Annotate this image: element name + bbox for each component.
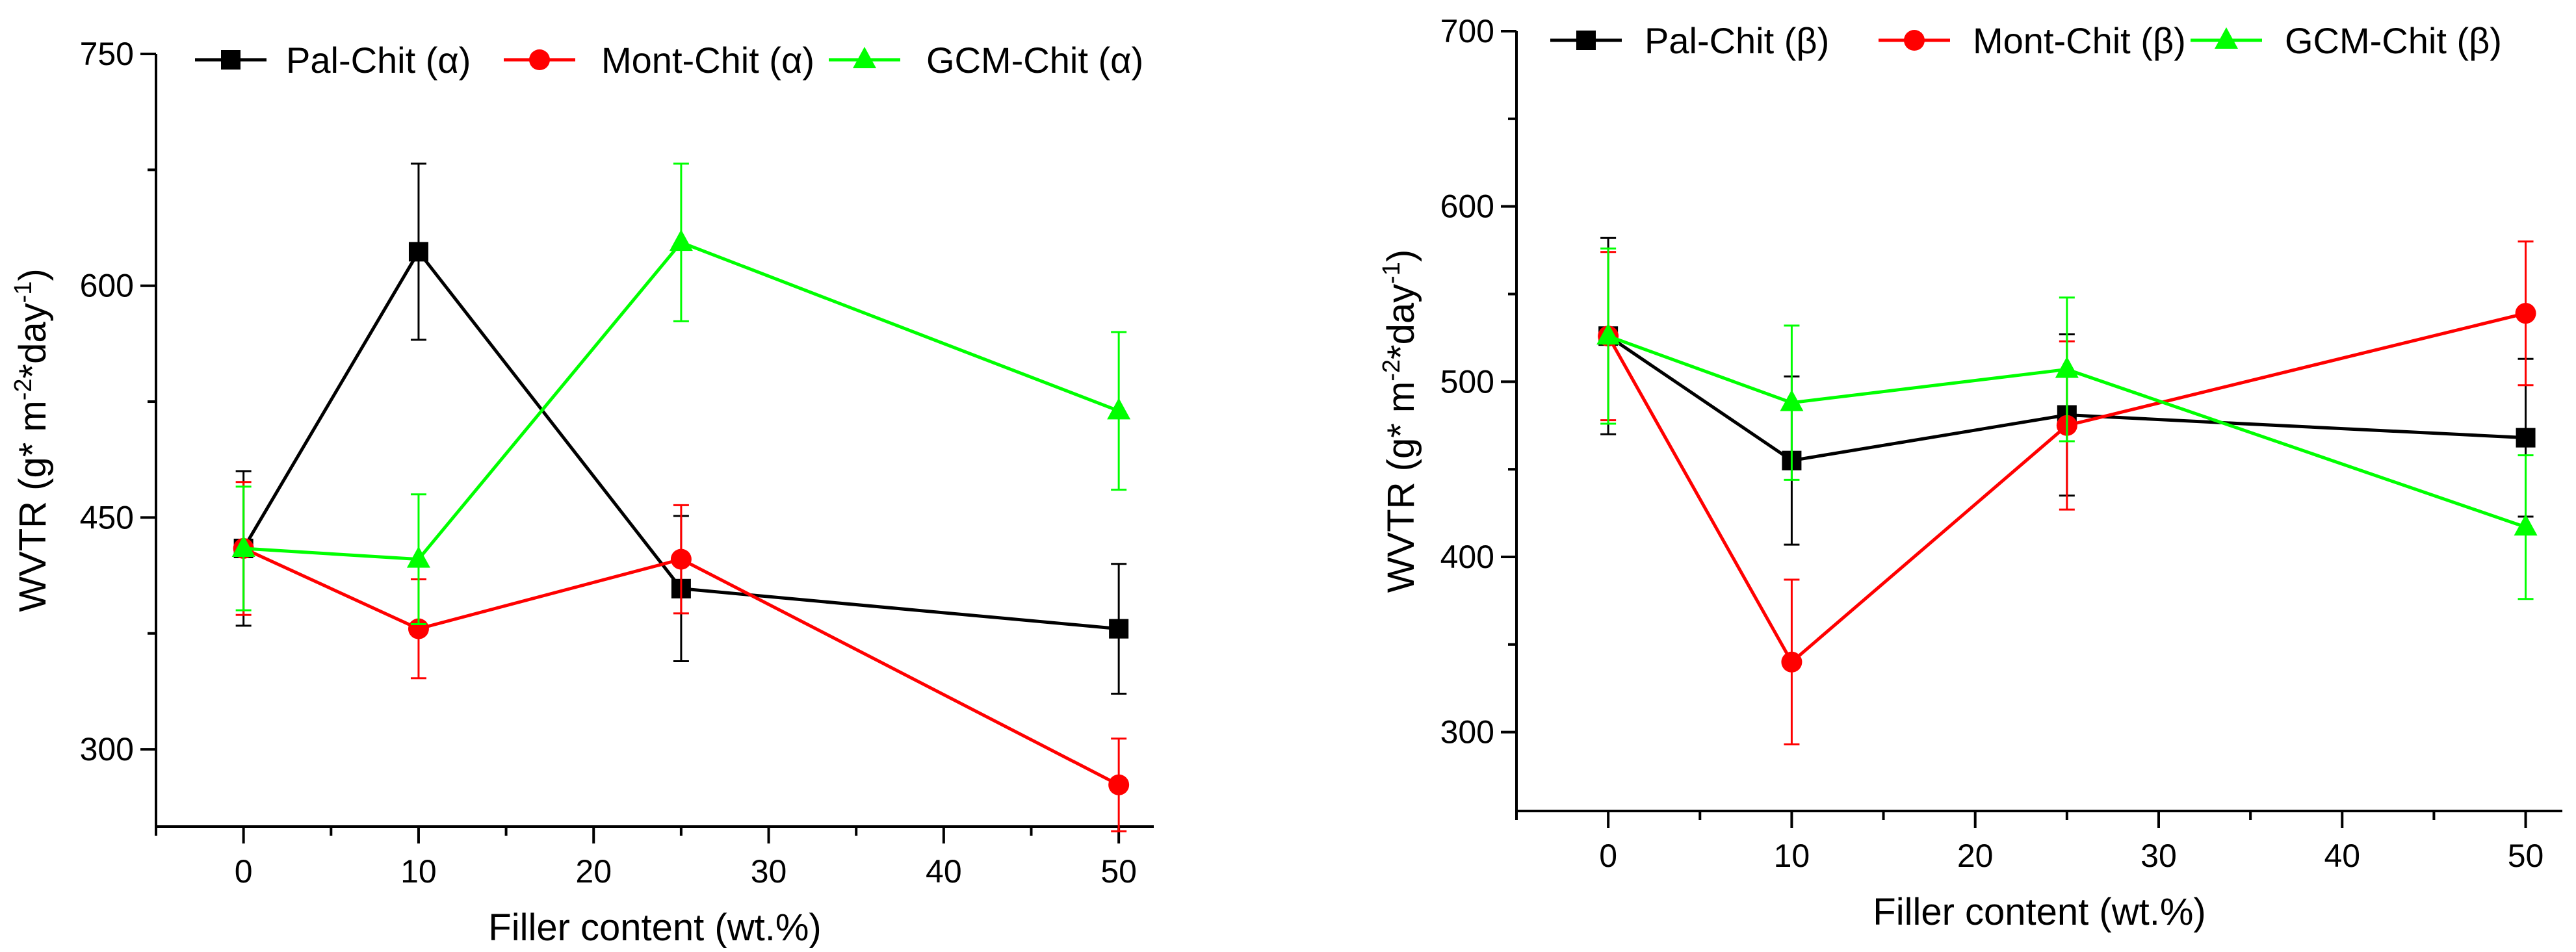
y-tick-label: 450 [80,499,134,535]
chart-beta: 300 400 500 600 700 0 10 20 30 40 50 Filler content… [1378,13,2562,933]
series-gcm-chit [1596,247,2538,600]
legend-label: Mont-Chit (α) [601,40,814,81]
data-point [670,548,692,570]
legend-label: Mont-Chit (β) [1973,20,2186,61]
y-axis-title-part: ) [1380,250,1422,262]
legend-marker [1576,31,1596,50]
data-point [1780,389,1804,411]
x-tick-label: 10 [400,853,437,890]
data-point [231,535,255,557]
data-point [1109,619,1129,639]
y-tick-label: 300 [1440,714,1494,751]
legend-label: GCM-Chit (β) [2285,20,2502,61]
x-tick-label: 0 [1599,838,1617,874]
y-axis-title-part: ) [12,268,54,281]
x-tick-label: 20 [1957,838,1994,874]
legend-item: GCM-Chit (α) [829,40,1143,81]
data-point [1781,651,1802,673]
data-point [1596,323,1620,345]
series-line [1606,311,2527,665]
y-axis-title-part: *day [12,303,54,378]
x-axis-title: Filler content (wt.%) [488,907,821,949]
data-point [2516,428,2536,448]
y-axis-title-part: WVTR (g* m [1380,381,1422,593]
x-axis-title: Filler content (wt.%) [1873,891,2205,933]
data-point [2514,514,2538,536]
data-point [406,546,430,568]
y-tick-label: 750 [80,36,134,72]
x-tick-label: 50 [1100,853,1137,890]
legend-label: GCM-Chit (α) [926,40,1143,81]
legend-item: Pal-Chit (α) [195,40,471,81]
series-line [242,248,1119,631]
y-axis-title-superscript: -2 [10,378,37,400]
x-tick-label: 30 [2140,838,2177,874]
data-point [408,242,428,262]
legend-label: Pal-Chit (β) [1645,20,1829,61]
x-tick-label: 20 [575,853,612,890]
series-gcm-chit [231,162,1131,625]
x-tick-label: 50 [2508,838,2544,874]
legend-marker [1904,30,1925,51]
series-line [1607,334,2527,529]
y-axis-title-part: *day [1380,284,1422,359]
data-point [1108,774,1130,795]
legend-marker [853,47,876,68]
y-axis-title-superscript: -1 [1378,262,1405,284]
legend-item: GCM-Chit (β) [2191,20,2502,61]
y-tick-label: 700 [1440,13,1494,49]
series-line [242,547,1120,787]
y-tick-label: 600 [1440,188,1494,225]
y-axis-title: WVTR (g* m-2*day-1) [1378,250,1422,593]
y-axis-title: WVTR (g* m-2*day-1) [10,268,54,611]
y-axis-title-superscript: -1 [10,281,37,303]
series-line [1607,335,2526,463]
data-point [2055,356,2079,378]
x-tick-label: 30 [751,853,787,890]
y-axis-title-part: WVTR (g* m [12,400,54,611]
legend-item: Mont-Chit (α) [504,40,814,81]
legend-marker [529,49,550,70]
y-tick-label: 600 [80,268,134,304]
y-axis-title-superscript: -2 [1378,359,1405,381]
legend-item: Mont-Chit (β) [1879,20,2186,61]
legend-marker [221,50,241,70]
x-tick-label: 0 [235,853,253,890]
series-line [243,240,1120,561]
data-point [2515,303,2536,324]
y-tick-label: 500 [1440,363,1494,400]
x-tick-label: 10 [1774,838,1810,874]
chart-alpha: 300 450 600 750 0 10 20 30 40 50 Filler content (w… [10,36,1154,949]
x-tick-label: 40 [926,853,962,890]
legend-item: Pal-Chit (β) [1550,20,1829,61]
data-point [669,229,693,251]
x-tick-label: 40 [2324,838,2360,874]
y-tick-label: 400 [1440,539,1494,575]
y-tick-label: 300 [80,731,134,767]
data-point [1107,398,1131,420]
legend-marker [2215,27,2238,49]
legend-label: Pal-Chit (α) [286,40,471,81]
